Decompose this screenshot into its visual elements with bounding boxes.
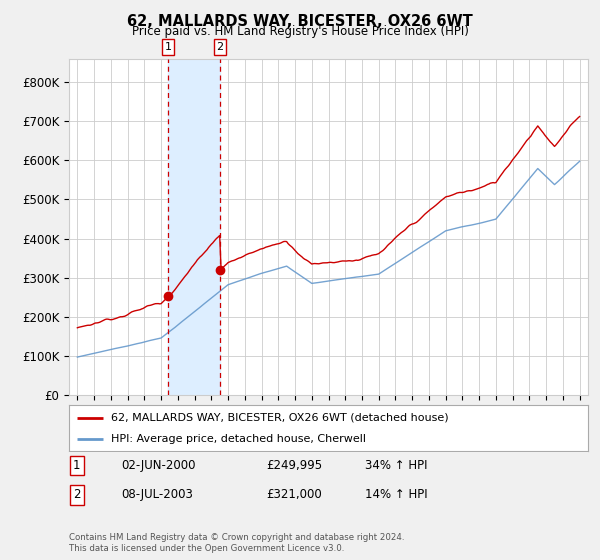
Text: 34% ↑ HPI: 34% ↑ HPI [365, 459, 427, 472]
Text: 2: 2 [217, 42, 224, 52]
Bar [168, 59, 220, 395]
Text: Price paid vs. HM Land Registry's House Price Index (HPI): Price paid vs. HM Land Registry's House … [131, 25, 469, 38]
Text: 08-JUL-2003: 08-JUL-2003 [121, 488, 193, 501]
Text: 14% ↑ HPI: 14% ↑ HPI [365, 488, 427, 501]
Text: 1: 1 [73, 459, 80, 472]
Text: 1: 1 [164, 42, 172, 52]
Text: 2: 2 [73, 488, 80, 501]
Text: Contains HM Land Registry data © Crown copyright and database right 2024.: Contains HM Land Registry data © Crown c… [69, 533, 404, 542]
Text: 62, MALLARDS WAY, BICESTER, OX26 6WT: 62, MALLARDS WAY, BICESTER, OX26 6WT [127, 14, 473, 29]
Text: This data is licensed under the Open Government Licence v3.0.: This data is licensed under the Open Gov… [69, 544, 344, 553]
Text: £249,995: £249,995 [266, 459, 322, 472]
Text: £321,000: £321,000 [266, 488, 322, 501]
Text: 62, MALLARDS WAY, BICESTER, OX26 6WT (detached house): 62, MALLARDS WAY, BICESTER, OX26 6WT (de… [110, 413, 448, 423]
Text: HPI: Average price, detached house, Cherwell: HPI: Average price, detached house, Cher… [110, 435, 365, 444]
Text: 02-JUN-2000: 02-JUN-2000 [121, 459, 196, 472]
